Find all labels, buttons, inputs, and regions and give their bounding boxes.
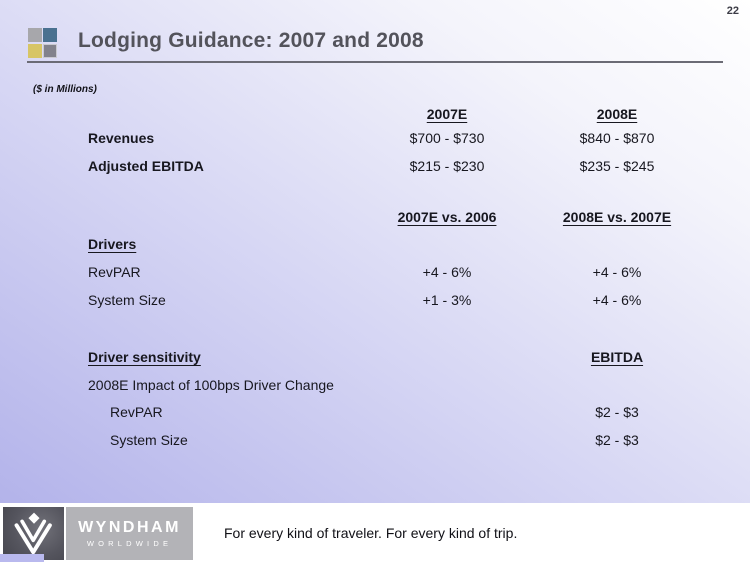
slide-gradient-background <box>0 0 750 503</box>
footer-tagline: For every kind of traveler. For every ki… <box>224 525 518 541</box>
slide-footer: WYNDHAM WORLDWIDE For every kind of trav… <box>0 503 750 562</box>
row-label-adjusted-ebitda: Adjusted EBITDA <box>88 158 204 174</box>
column-header-2007e-vs-2006: 2007E vs. 2006 <box>397 209 497 225</box>
logo-square-gold-icon <box>28 44 42 58</box>
units-note: ($ in Millions) <box>33 84 97 95</box>
row-label-sensitivity-revpar: RevPAR <box>110 404 163 420</box>
column-header-ebitda: EBITDA <box>590 349 644 365</box>
revpar-2007-value: +4 - 6% <box>422 264 472 280</box>
column-header-2008e-vs-2007e: 2008E vs. 2007E <box>562 209 672 225</box>
wyndham-w-icon <box>14 512 52 554</box>
revpar-2008-value: +4 - 6% <box>592 264 642 280</box>
system-size-2008-value: +4 - 6% <box>592 292 642 308</box>
sensitivity-system-size-value: $2 - $3 <box>595 432 639 448</box>
row-label-sensitivity-system-size: System Size <box>110 432 188 448</box>
row-label-revenues: Revenues <box>88 130 155 146</box>
row-label-system-size: System Size <box>88 292 166 308</box>
bottom-left-corner-strip <box>0 554 44 562</box>
wyndham-wordmark-box: WYNDHAM WORLDWIDE <box>66 507 193 560</box>
header-divider <box>27 61 723 63</box>
section-label-driver-sensitivity: Driver sensitivity <box>88 349 201 365</box>
slide-header-logo-icon <box>28 28 58 58</box>
sensitivity-subtitle: 2008E Impact of 100bps Driver Change <box>88 377 334 393</box>
wyndham-logo-box <box>3 507 64 560</box>
sensitivity-revpar-value: $2 - $3 <box>595 404 639 420</box>
revenues-2007e-value: $700 - $730 <box>409 130 485 146</box>
ebitda-2008e-value: $235 - $245 <box>579 158 655 174</box>
brand-name: WYNDHAM <box>78 519 181 537</box>
logo-square-gray-icon <box>28 28 42 42</box>
logo-square-darkgray-icon <box>43 44 57 58</box>
system-size-2007-value: +1 - 3% <box>422 292 472 308</box>
page-title: Lodging Guidance: 2007 and 2008 <box>78 29 424 52</box>
revenues-2008e-value: $840 - $870 <box>579 130 655 146</box>
logo-square-blue-icon <box>43 28 57 42</box>
brand-subname: WORLDWIDE <box>86 538 173 548</box>
ebitda-2007e-value: $215 - $230 <box>409 158 485 174</box>
column-header-2008e: 2008E <box>596 106 638 122</box>
column-header-2007e: 2007E <box>426 106 468 122</box>
page-number: 22 <box>726 5 739 17</box>
row-label-revpar: RevPAR <box>88 264 141 280</box>
section-label-drivers: Drivers <box>88 236 137 252</box>
